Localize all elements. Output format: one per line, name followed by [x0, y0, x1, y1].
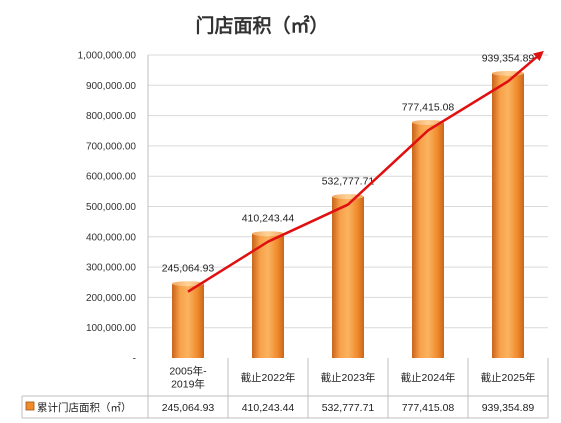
data-label: 777,415.08 — [402, 101, 455, 113]
trend-arrow — [187, 50, 544, 293]
legend-series-name: 累计门店面积（㎡） — [37, 401, 132, 414]
y-tick-label: 100,000.00 — [86, 323, 136, 334]
table-value: 939,354.89 — [482, 402, 535, 414]
x-category-label: 截止2022年 — [241, 371, 296, 384]
bar-cap — [412, 119, 444, 125]
y-tick-label: 500,000.00 — [86, 202, 136, 213]
data-label: 939,354.89 — [482, 52, 535, 64]
x-category-label: 截止2023年 — [321, 371, 376, 384]
legend-swatch — [25, 401, 35, 411]
data-label: 245,064.93 — [162, 263, 215, 275]
chart-title: 门店面积（㎡） — [195, 14, 328, 37]
y-tick-label: 800,000.00 — [86, 111, 136, 122]
table-value: 777,415.08 — [402, 402, 455, 414]
data-label: 410,243.44 — [242, 213, 295, 225]
bar-body — [172, 283, 204, 358]
bar — [412, 119, 444, 358]
y-tick-label: 400,000.00 — [86, 232, 136, 243]
bar-body — [412, 122, 444, 358]
y-tick-label: 200,000.00 — [86, 293, 136, 304]
bar — [332, 194, 364, 358]
y-tick-label: 300,000.00 — [86, 263, 136, 274]
table-value: 532,777.71 — [322, 402, 375, 414]
data-label: 532,777.71 — [322, 176, 375, 188]
bar — [492, 70, 524, 359]
bar-cap — [172, 281, 204, 287]
bar-body — [332, 196, 364, 358]
x-category-label: 截止2025年 — [481, 371, 536, 384]
table-value: 410,243.44 — [242, 402, 295, 414]
x-category-label: 截止2024年 — [401, 371, 456, 384]
y-tick-label: 700,000.00 — [86, 141, 136, 152]
y-tick-label: - — [133, 354, 136, 365]
bar-body — [252, 233, 284, 358]
table-value: 245,064.93 — [162, 402, 215, 414]
bar-body — [492, 73, 524, 359]
x-category-label: 2005年- — [169, 365, 207, 378]
y-tick-label: 600,000.00 — [86, 172, 136, 183]
y-tick-label: 900,000.00 — [86, 81, 136, 92]
bar — [252, 231, 284, 358]
bar — [172, 281, 204, 358]
y-tick-label: 1,000,000.00 — [78, 51, 137, 62]
bar-cap — [252, 231, 284, 237]
x-category-label: 2019年 — [171, 378, 205, 391]
